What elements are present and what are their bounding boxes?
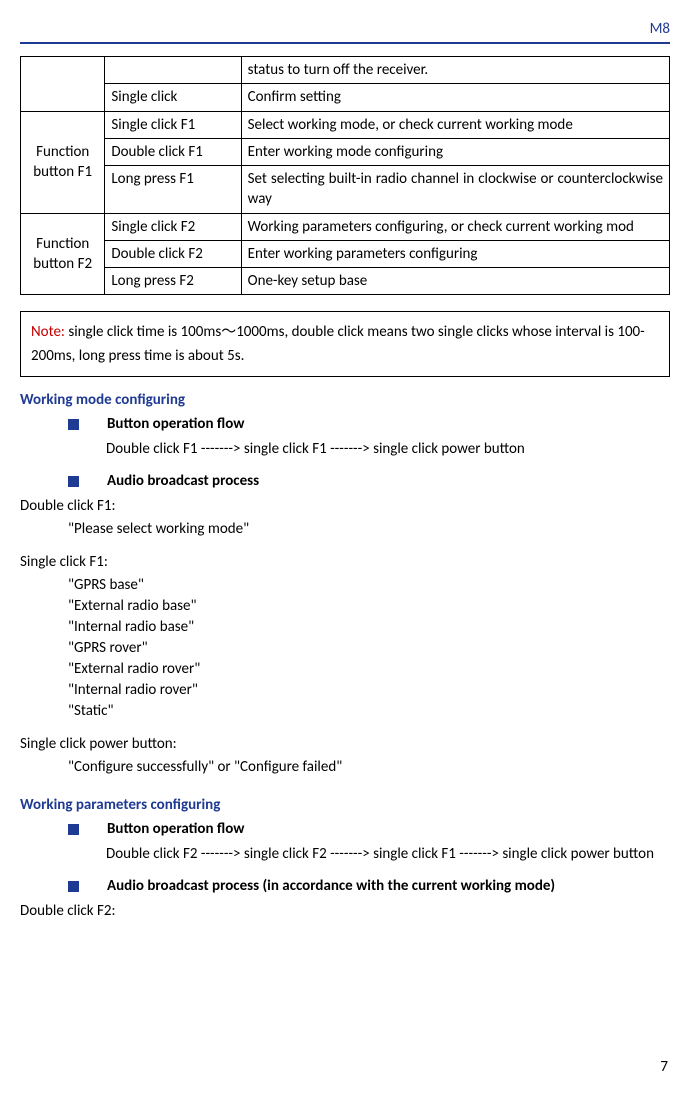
step-heading: Double click F2: [20, 901, 670, 922]
bullet-label: Button operation flow [107, 820, 244, 838]
audio-line: "External radio rover" [20, 659, 670, 680]
cell-desc: Select working mode, or check current wo… [241, 111, 669, 138]
table-row: Single click Confirm setting [21, 84, 670, 111]
cell-action: Single click [105, 84, 241, 111]
section-title-working-params: Working parameters configuring [20, 796, 670, 814]
square-bullet-icon [68, 824, 79, 835]
table-row: Long press F1 Set selecting built-in rad… [21, 166, 670, 214]
table-row: Long press F2 One-key setup base [21, 268, 670, 295]
bullet-item: Button operation flow [20, 415, 670, 433]
cell-action: Single click F2 [105, 213, 241, 240]
table-row: status to turn off the receiver. [21, 57, 670, 84]
section-title-working-mode: Working mode configuring [20, 391, 670, 409]
cell-action: Double click F2 [105, 240, 241, 267]
cell-desc: status to turn off the receiver. [241, 57, 669, 84]
step-heading: Double click F1: [20, 496, 670, 517]
audio-line: "GPRS base" [20, 575, 670, 596]
cell-action: Double click F1 [105, 138, 241, 165]
cell-action: Single click F1 [105, 111, 241, 138]
page-number: 7 [660, 1058, 668, 1076]
cell-desc: One-key setup base [241, 268, 669, 295]
cell-desc: Confirm setting [241, 84, 669, 111]
bullet-label: Audio broadcast process (in accordance w… [107, 877, 555, 895]
step-heading: Single click power button: [20, 734, 670, 755]
note-box: Note: single click time is 100ms～1000ms,… [20, 311, 670, 377]
audio-line: "Internal radio base" [20, 617, 670, 638]
table-row: Double click F1 Enter working mode confi… [21, 138, 670, 165]
audio-line: "External radio base" [20, 596, 670, 617]
audio-line: "Static" [20, 701, 670, 722]
cell-group-empty [21, 57, 105, 112]
header-label: M8 [650, 20, 670, 38]
cell-desc: Enter working parameters configuring [241, 240, 669, 267]
table-row: Double click F2 Enter working parameters… [21, 240, 670, 267]
table-row: Function button F1 Single click F1 Selec… [21, 111, 670, 138]
table-row: Function button F2 Single click F2 Worki… [21, 213, 670, 240]
bullet-label: Button operation flow [107, 415, 244, 433]
operations-table: status to turn off the receiver. Single … [20, 56, 670, 295]
bullet-label: Audio broadcast process [107, 472, 259, 490]
square-bullet-icon [68, 419, 79, 430]
cell-desc: Enter working mode configuring [241, 138, 669, 165]
flow-sequence: Double click F1 -------> single click F1… [20, 439, 670, 460]
audio-line: "Internal radio rover" [20, 680, 670, 701]
audio-line: "Please select working mode" [20, 519, 670, 540]
note-label: Note: [31, 323, 65, 341]
note-text: single click time is 100ms～1000ms, doubl… [31, 323, 645, 365]
cell-group-f1: Function button F1 [21, 111, 105, 213]
square-bullet-icon [68, 476, 79, 487]
page-header: M8 [20, 20, 670, 44]
audio-line: "Configure successfully" or "Configure f… [20, 757, 670, 778]
cell-desc: Set selecting built-in radio channel in … [241, 166, 669, 214]
bullet-item: Audio broadcast process [20, 472, 670, 490]
step-heading: Single click F1: [20, 552, 670, 573]
cell-action: Long press F2 [105, 268, 241, 295]
cell-desc: Working parameters configuring, or check… [241, 213, 669, 240]
bullet-item: Audio broadcast process (in accordance w… [20, 877, 670, 895]
bullet-item: Button operation flow [20, 820, 670, 838]
flow-sequence: Double click F2 -------> single click F2… [20, 844, 670, 865]
cell-action: Long press F1 [105, 166, 241, 214]
flow-text-inner: Double click F2 -------> single click F2… [106, 845, 654, 863]
cell-action [105, 57, 241, 84]
audio-line: "GPRS rover" [20, 638, 670, 659]
square-bullet-icon [68, 881, 79, 892]
cell-group-f2: Function button F2 [21, 213, 105, 295]
